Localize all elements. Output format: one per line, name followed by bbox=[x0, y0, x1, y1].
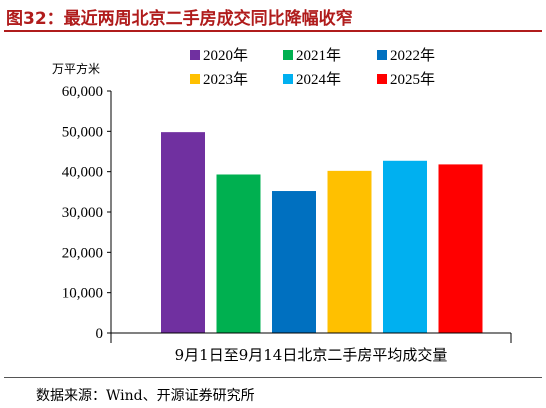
y-tick-label: 10,000 bbox=[62, 286, 103, 302]
legend-swatch bbox=[283, 50, 293, 60]
y-tick-label: 30,000 bbox=[62, 205, 103, 221]
legend-swatch bbox=[377, 50, 387, 60]
legend-label: 2025年 bbox=[390, 71, 435, 88]
bar-series bbox=[161, 132, 483, 333]
y-tick-label: 40,000 bbox=[62, 165, 103, 181]
legend-swatch bbox=[283, 74, 293, 84]
bar-2021年 bbox=[216, 174, 261, 333]
source-note: 数据来源：Wind、开源证券研究所 bbox=[36, 388, 255, 404]
legend-label: 2021年 bbox=[296, 47, 341, 64]
legend-label: 2020年 bbox=[203, 47, 248, 64]
page-title: 图32：最近两周北京二手房成交同比降幅收窄 bbox=[6, 9, 353, 29]
y-tick-label: 20,000 bbox=[62, 245, 103, 261]
legend-swatch bbox=[190, 74, 200, 84]
legend-label: 2022年 bbox=[390, 47, 435, 64]
bar-chart: 0 10,000 20,000 30,000 40,000 50,000 60,000 20… bbox=[62, 47, 512, 364]
y-axis-unit-label: 万平方米 bbox=[52, 62, 101, 76]
y-tick-label: 0 bbox=[96, 326, 104, 342]
legend-swatch bbox=[190, 50, 200, 60]
y-tick-label: 60,000 bbox=[62, 84, 103, 100]
title-divider bbox=[4, 30, 542, 32]
source-divider bbox=[4, 377, 542, 378]
bar-2024年 bbox=[383, 160, 427, 333]
bar-2020年 bbox=[161, 132, 205, 333]
bar-2022年 bbox=[272, 191, 316, 333]
legend-label: 2023年 bbox=[203, 71, 248, 88]
legend-label: 2024年 bbox=[296, 71, 341, 88]
legend: 2020年 2021年 2022年 2023年 2024年 2025年 bbox=[190, 47, 435, 88]
x-axis: 9月1日至9月14日北京二手房平均成交量 bbox=[110, 332, 512, 364]
legend-swatch bbox=[377, 74, 387, 84]
y-tick-label: 50,000 bbox=[62, 124, 103, 140]
y-axis: 0 10,000 20,000 30,000 40,000 50,000 60,000 bbox=[62, 84, 112, 342]
bar-2023年 bbox=[327, 170, 372, 333]
bar-2025年 bbox=[438, 164, 483, 333]
x-category-label: 9月1日至9月14日北京二手房平均成交量 bbox=[175, 346, 448, 364]
